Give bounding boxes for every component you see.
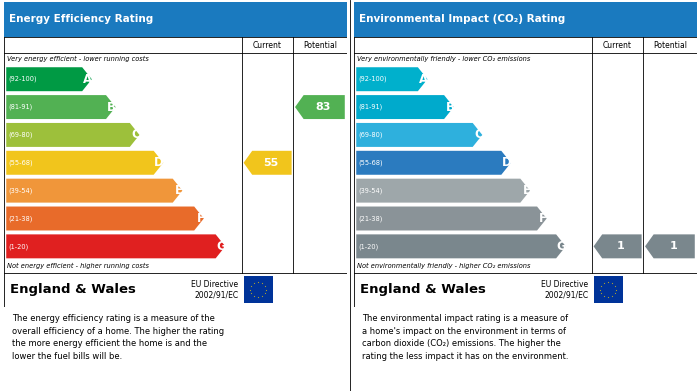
- Text: 1: 1: [617, 241, 625, 251]
- Text: G: G: [216, 240, 226, 253]
- Polygon shape: [6, 95, 116, 119]
- Bar: [4, 273, 346, 307]
- Polygon shape: [6, 206, 204, 230]
- Polygon shape: [6, 123, 139, 147]
- Text: B: B: [107, 100, 116, 113]
- Polygon shape: [356, 95, 454, 119]
- Text: Not energy efficient - higher running costs: Not energy efficient - higher running co…: [7, 264, 149, 269]
- Polygon shape: [244, 151, 292, 175]
- Text: (55-68): (55-68): [358, 160, 384, 166]
- Text: (21-38): (21-38): [8, 215, 33, 222]
- Text: The energy efficiency rating is a measure of the
overall efficiency of a home. T: The energy efficiency rating is a measur…: [12, 314, 224, 361]
- Text: D: D: [154, 156, 164, 169]
- Polygon shape: [356, 179, 530, 203]
- Text: A: A: [83, 73, 92, 86]
- Text: (1-20): (1-20): [8, 243, 29, 249]
- Text: B: B: [445, 100, 454, 113]
- Text: Not environmentally friendly - higher CO₂ emissions: Not environmentally friendly - higher CO…: [357, 264, 531, 269]
- Text: Environmental Impact (CO₂) Rating: Environmental Impact (CO₂) Rating: [358, 14, 565, 25]
- Text: Current: Current: [603, 41, 632, 50]
- Polygon shape: [594, 234, 642, 258]
- Text: F: F: [539, 212, 547, 225]
- Text: England & Wales: England & Wales: [10, 283, 136, 296]
- Text: EU Directive
2002/91/EC: EU Directive 2002/91/EC: [541, 280, 589, 300]
- Polygon shape: [356, 123, 482, 147]
- Text: (55-68): (55-68): [8, 160, 34, 166]
- Bar: [244, 276, 273, 303]
- Polygon shape: [356, 67, 428, 91]
- Text: A: A: [419, 73, 428, 86]
- Text: (21-38): (21-38): [358, 215, 383, 222]
- Text: F: F: [197, 212, 204, 225]
- Text: Very energy efficient - lower running costs: Very energy efficient - lower running co…: [7, 56, 149, 62]
- Text: Current: Current: [253, 41, 282, 50]
- Text: (39-54): (39-54): [358, 187, 383, 194]
- Text: England & Wales: England & Wales: [360, 283, 486, 296]
- Text: 1: 1: [669, 241, 677, 251]
- Polygon shape: [6, 234, 225, 258]
- Text: (92-100): (92-100): [8, 76, 37, 83]
- Bar: [594, 276, 623, 303]
- Bar: [354, 273, 696, 307]
- Polygon shape: [356, 151, 511, 175]
- Text: 83: 83: [316, 102, 331, 112]
- Text: D: D: [502, 156, 512, 169]
- Text: E: E: [175, 184, 183, 197]
- Polygon shape: [645, 234, 695, 258]
- Polygon shape: [356, 206, 547, 230]
- Polygon shape: [356, 234, 566, 258]
- Text: Potential: Potential: [303, 41, 337, 50]
- Polygon shape: [6, 67, 92, 91]
- Text: (81-91): (81-91): [358, 104, 383, 110]
- Polygon shape: [6, 151, 163, 175]
- Text: 55: 55: [263, 158, 279, 168]
- Text: (81-91): (81-91): [8, 104, 33, 110]
- Text: Potential: Potential: [653, 41, 687, 50]
- Text: E: E: [523, 184, 531, 197]
- Text: (69-80): (69-80): [358, 132, 383, 138]
- Text: C: C: [474, 128, 483, 142]
- Text: Very environmentally friendly - lower CO₂ emissions: Very environmentally friendly - lower CO…: [357, 56, 531, 62]
- Text: (69-80): (69-80): [8, 132, 33, 138]
- Polygon shape: [295, 95, 345, 119]
- Polygon shape: [6, 179, 183, 203]
- Text: G: G: [556, 240, 566, 253]
- Text: The environmental impact rating is a measure of
a home's impact on the environme: The environmental impact rating is a mea…: [362, 314, 568, 361]
- Text: Energy Efficiency Rating: Energy Efficiency Rating: [8, 14, 153, 25]
- Text: (39-54): (39-54): [8, 187, 33, 194]
- Text: (1-20): (1-20): [358, 243, 379, 249]
- Text: C: C: [132, 128, 140, 142]
- Text: EU Directive
2002/91/EC: EU Directive 2002/91/EC: [191, 280, 239, 300]
- Text: (92-100): (92-100): [358, 76, 387, 83]
- Bar: [4, 2, 346, 37]
- Bar: [354, 2, 696, 37]
